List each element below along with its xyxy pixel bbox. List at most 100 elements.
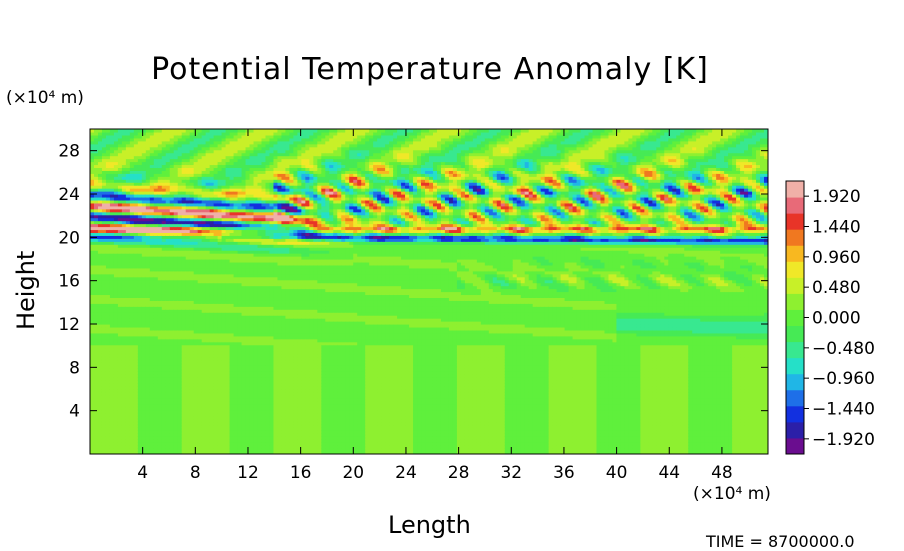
heatmap-cell (90, 406, 95, 411)
heatmap-cell (153, 303, 159, 307)
heatmap-cell (149, 259, 155, 263)
heatmap-cell (109, 415, 115, 420)
heatmap-cell (90, 185, 95, 189)
heatmap-cell (129, 137, 135, 142)
heatmap-cell (93, 386, 99, 390)
heatmap-cell (153, 321, 159, 325)
heatmap-cell (149, 412, 155, 417)
heatmap-cell (93, 371, 99, 375)
heatmap-cell (157, 415, 163, 420)
heatmap-cell (90, 374, 95, 378)
heatmap-cell (149, 152, 155, 157)
heatmap-cell (153, 134, 159, 139)
heatmap-cell (153, 406, 159, 411)
heatmap-cell (133, 223, 139, 228)
heatmap-cell (189, 129, 195, 133)
heatmap-cell (93, 282, 99, 287)
heatmap-cell (117, 294, 123, 298)
heatmap-cell (161, 217, 167, 222)
heatmap-cell (133, 161, 139, 166)
heatmap-cell (105, 409, 111, 414)
heatmap-cell (161, 214, 167, 219)
heatmap-cell (109, 217, 115, 222)
heatmap-cell (90, 309, 95, 313)
heatmap-cell (153, 202, 159, 207)
heatmap-cell (90, 270, 95, 275)
heatmap-cell (153, 294, 159, 298)
heatmap-cell (101, 188, 107, 192)
heatmap-cell (145, 424, 151, 428)
heatmap-cell (97, 439, 103, 443)
heatmap-cell (161, 232, 167, 236)
heatmap-cell (105, 179, 111, 183)
heatmap-cell (137, 261, 143, 266)
heatmap-cell (97, 282, 103, 287)
heatmap-cell (90, 433, 95, 437)
heatmap-cell (149, 170, 155, 174)
heatmap-cell (153, 338, 159, 343)
heatmap-cell (217, 129, 223, 133)
heatmap-cell (93, 285, 99, 290)
heatmap-cell (97, 415, 103, 420)
heatmap-cell (153, 391, 159, 396)
heatmap-cell (149, 294, 155, 298)
heatmap-cell (90, 179, 95, 183)
heatmap-cell (197, 129, 203, 133)
heatmap-cell (105, 214, 111, 219)
heatmap-cell (109, 436, 115, 440)
heatmap-cell (101, 264, 107, 269)
heatmap-cell (133, 146, 139, 151)
heatmap-cell (97, 194, 103, 198)
heatmap-cell (157, 347, 163, 352)
heatmap-cell (161, 179, 167, 183)
heatmap-cell (93, 288, 99, 293)
heatmap-cell (141, 247, 147, 251)
heatmap-cell (125, 400, 131, 405)
heatmap-cell (121, 445, 127, 449)
heatmap-cell (137, 247, 143, 251)
heatmap-cell (157, 288, 163, 293)
heatmap-cell (153, 129, 159, 133)
heatmap-cell (117, 247, 123, 251)
heatmap-cell (109, 152, 115, 157)
heatmap-cell (113, 371, 119, 375)
heatmap-cell (125, 208, 131, 213)
heatmap-cell (121, 179, 127, 183)
heatmap-cell (153, 332, 159, 337)
heatmap-cell (129, 220, 135, 225)
heatmap-cell (121, 326, 127, 331)
heatmap-cell (121, 389, 127, 393)
heatmap-cell (117, 232, 123, 236)
heatmap-cell (137, 176, 143, 180)
heatmap-cell (149, 226, 155, 231)
heatmap-cell (101, 371, 107, 375)
heatmap-cell (101, 129, 107, 133)
heatmap-cell (149, 409, 155, 414)
heatmap-cell (133, 300, 139, 304)
heatmap-cell (117, 427, 123, 431)
heatmap-cell (93, 253, 99, 257)
heatmap-cell (113, 288, 119, 293)
heatmap-cell (117, 173, 123, 177)
heatmap-cell (157, 235, 163, 239)
heatmap-cell (157, 433, 163, 437)
heatmap-cell (129, 329, 135, 334)
heatmap-cell (105, 377, 111, 381)
heatmap-cell (117, 253, 123, 257)
heatmap-cell (101, 285, 107, 290)
heatmap-cell (105, 217, 111, 222)
heatmap-cell (93, 170, 99, 174)
heatmap-cell (149, 285, 155, 290)
heatmap-cell (125, 439, 131, 443)
heatmap-cell (113, 273, 119, 278)
heatmap-cell (121, 353, 127, 358)
heatmap-cell (97, 223, 103, 228)
heatmap-cell (133, 353, 139, 358)
heatmap-cell (113, 403, 119, 408)
heatmap-cell (109, 332, 115, 337)
heatmap-cell (117, 433, 123, 437)
heatmap-cell (157, 158, 163, 163)
heatmap-cell (145, 241, 151, 245)
heatmap-cell (105, 273, 111, 278)
heatmap-cell (133, 155, 139, 160)
